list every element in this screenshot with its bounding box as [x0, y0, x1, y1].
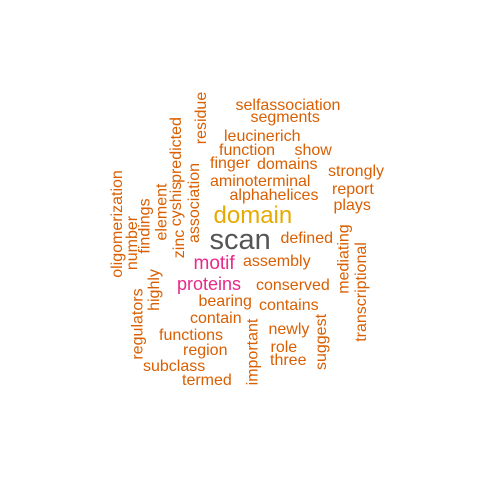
word-suggest: suggest [313, 313, 331, 371]
word-scan: scan [209, 223, 271, 256]
word-segments: segments [250, 109, 320, 126]
word-motif: motif [193, 252, 235, 274]
word-highly: highly [145, 269, 163, 311]
word-association: association [186, 162, 204, 244]
word-element: element [152, 183, 170, 241]
word-number: number [124, 215, 142, 271]
word-three: three [270, 352, 307, 369]
word-contains: contains [259, 297, 319, 314]
word-newly: newly [268, 321, 310, 338]
word-aminoterminal: aminoterminal [210, 173, 311, 190]
word-domain: domain [213, 202, 293, 229]
word-leucinerich: leucinerich [224, 128, 301, 145]
word-finger: finger [210, 155, 251, 172]
word-transcriptional: transcriptional [352, 242, 370, 342]
word-mediating: mediating [335, 224, 353, 294]
word-function: function [219, 142, 276, 159]
word-bearing: bearing [198, 293, 252, 310]
word-zinc: zinc [171, 229, 189, 259]
word-show: show [294, 142, 332, 159]
word-functions: functions [159, 327, 224, 344]
word-defined: defined [280, 230, 334, 247]
word-alphahelices: alphahelices [229, 187, 319, 204]
word-contain: contain [190, 310, 242, 327]
word-oligomerization: oligomerization [108, 170, 126, 278]
word-important: important [243, 318, 261, 386]
word-role: role [270, 339, 298, 356]
word-residue: residue [193, 91, 211, 145]
word-cyshis: cyshis [168, 181, 186, 227]
word-subclass: subclass [143, 358, 206, 375]
word-region: region [183, 342, 228, 359]
word-proteins: proteins [177, 274, 242, 294]
word-assembly: assembly [243, 253, 311, 270]
word-domains: domains [257, 156, 318, 173]
word-regulators: regulators [129, 288, 147, 360]
word-conserved: conserved [256, 277, 330, 294]
word-predicted: predicted [167, 117, 185, 183]
word-termed: termed [182, 372, 232, 389]
word-selfassociation: selfassociation [235, 97, 341, 114]
word-plays: plays [333, 197, 371, 214]
word-strongly: strongly [328, 163, 385, 180]
word-report: report [332, 181, 374, 198]
